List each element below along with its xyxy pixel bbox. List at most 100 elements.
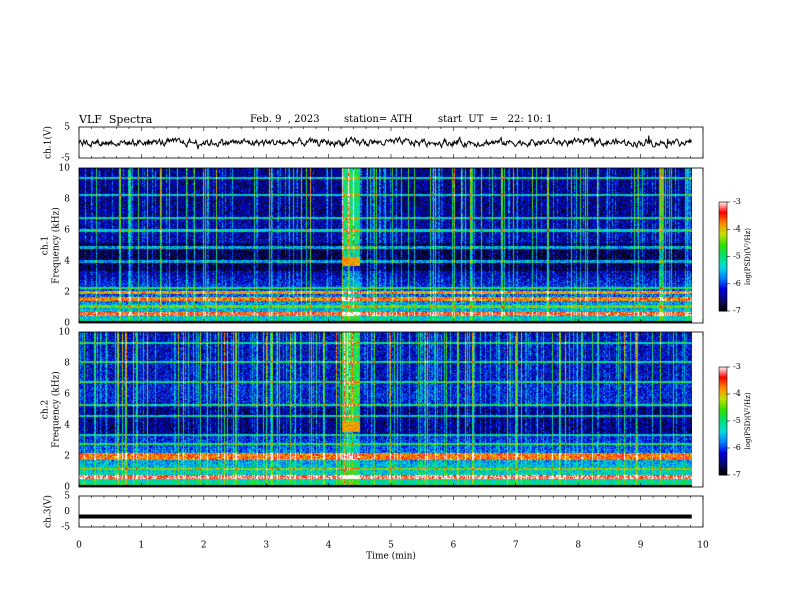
colorbar-segment	[719, 269, 727, 272]
colorbar-segment	[719, 442, 727, 445]
colorbar-segment	[719, 265, 727, 268]
colorbar-segment	[719, 435, 727, 438]
colorbar-segment	[719, 294, 727, 297]
xtick-label: 5	[388, 541, 394, 551]
colorbar-segment	[719, 267, 727, 270]
colorbar-segment	[719, 300, 727, 303]
colorbar-segment	[719, 251, 727, 254]
colorbar-segment	[719, 469, 727, 472]
colorbar-segment	[719, 301, 727, 305]
colorbar-segment	[719, 390, 727, 393]
colorbar-tick-label: -7	[733, 470, 741, 479]
colorbar-segment	[719, 370, 727, 373]
colorbar-segment	[719, 462, 727, 465]
colorbar-segment	[719, 216, 727, 219]
colorbar-segment	[719, 446, 727, 449]
colorbar-segment	[719, 412, 727, 415]
colorbar-segment	[719, 449, 727, 453]
colorbar-segment	[719, 254, 727, 257]
xtick-label: 9	[638, 541, 644, 551]
colorbar-segment	[719, 431, 727, 435]
colorbar-segment	[719, 473, 727, 476]
channel-label: ch.2	[41, 400, 51, 419]
colorbar-segment	[719, 227, 727, 230]
colorbar-segment	[719, 305, 727, 308]
colorbar-segment	[719, 258, 727, 261]
colorbar-segment	[719, 221, 727, 225]
colorbar-tick-label: -5	[733, 416, 741, 425]
ytick-label: 5	[64, 492, 70, 502]
colorbar-segment	[719, 298, 727, 301]
xtick-label: 6	[451, 541, 457, 551]
date-label: Feb. 9 , 2023	[250, 114, 320, 125]
colorbar-segment	[719, 458, 727, 462]
colorbar-segment	[719, 399, 727, 402]
colorbar-segment	[719, 381, 727, 384]
colorbar-segment	[719, 397, 727, 400]
colorbar-segment	[719, 289, 727, 292]
colorbar-segment	[719, 234, 727, 238]
colorbar-segment	[719, 232, 727, 236]
colorbar-segment	[719, 424, 727, 427]
colorbar-segment	[719, 207, 727, 210]
colorbar-segment	[719, 307, 727, 310]
colorbar-tick-label: -4	[733, 389, 741, 398]
colorbar-segment	[719, 421, 727, 424]
colorbar-segment	[719, 238, 727, 241]
colorbar-segment	[719, 471, 727, 474]
colorbar-segment	[719, 403, 727, 406]
colorbar-segment	[719, 395, 727, 399]
colorbar-segment	[719, 303, 727, 307]
colorbar-segment	[719, 245, 727, 248]
ytick-label: 0	[64, 507, 70, 517]
colorbar-segment	[719, 203, 727, 207]
ytick-label: 0	[64, 483, 70, 493]
colorbar-segment	[719, 408, 727, 411]
colorbar-segment	[719, 280, 727, 283]
colorbar-segment	[719, 374, 727, 377]
colorbar-segment	[719, 283, 727, 287]
colorbar-segment	[719, 410, 727, 413]
colorbar-segment	[719, 218, 727, 221]
colorbar-segment	[719, 292, 727, 296]
x-axis-label: Time (min)	[366, 551, 416, 562]
ytick-label: 10	[59, 164, 71, 174]
colorbar-label: log(PSD)(V²/Hz)	[744, 392, 752, 449]
colorbar-segment	[719, 377, 727, 381]
colorbar-segment	[719, 247, 727, 250]
colorbar-segment	[719, 415, 727, 418]
colorbar-segment	[719, 448, 727, 451]
colorbar-tick-label: -6	[733, 279, 741, 288]
colorbar-segment	[719, 260, 727, 263]
colorbar-segment	[719, 225, 727, 228]
colorbar-segment	[719, 430, 727, 433]
colorbar-segment	[719, 209, 727, 212]
colorbar-segment	[719, 419, 727, 422]
waveform-axis-label: ch.3(V)	[43, 495, 54, 528]
xtick-label: 1	[139, 541, 145, 551]
colorbar-segment	[719, 252, 727, 256]
xtick-label: 7	[513, 541, 519, 551]
ytick-label: 5	[64, 123, 70, 133]
colorbar-segment	[719, 272, 727, 276]
colorbar-segment	[719, 243, 727, 247]
colorbar-segment	[719, 285, 727, 288]
colorbar-segment	[719, 287, 727, 290]
colorbar-segment	[719, 413, 727, 417]
spectrogram-image-2	[79, 332, 692, 487]
xtick-label: 4	[326, 541, 332, 551]
start-time-label: start UT = 22: 10: 1	[438, 114, 553, 125]
colorbar-segment	[719, 464, 727, 467]
colorbar-segment	[719, 229, 727, 232]
colorbar-segment	[719, 376, 727, 379]
chart-title: VLF Spectra	[79, 113, 153, 126]
colorbar-segment	[719, 453, 727, 456]
colorbar-tick-label: -3	[733, 362, 741, 371]
colorbar-segment	[719, 296, 727, 299]
colorbar-segment	[719, 386, 727, 390]
xtick-label: 2	[201, 541, 207, 551]
colorbar-segment	[719, 367, 727, 370]
ytick-label: 8	[64, 359, 70, 369]
ytick-label: 8	[64, 195, 70, 205]
